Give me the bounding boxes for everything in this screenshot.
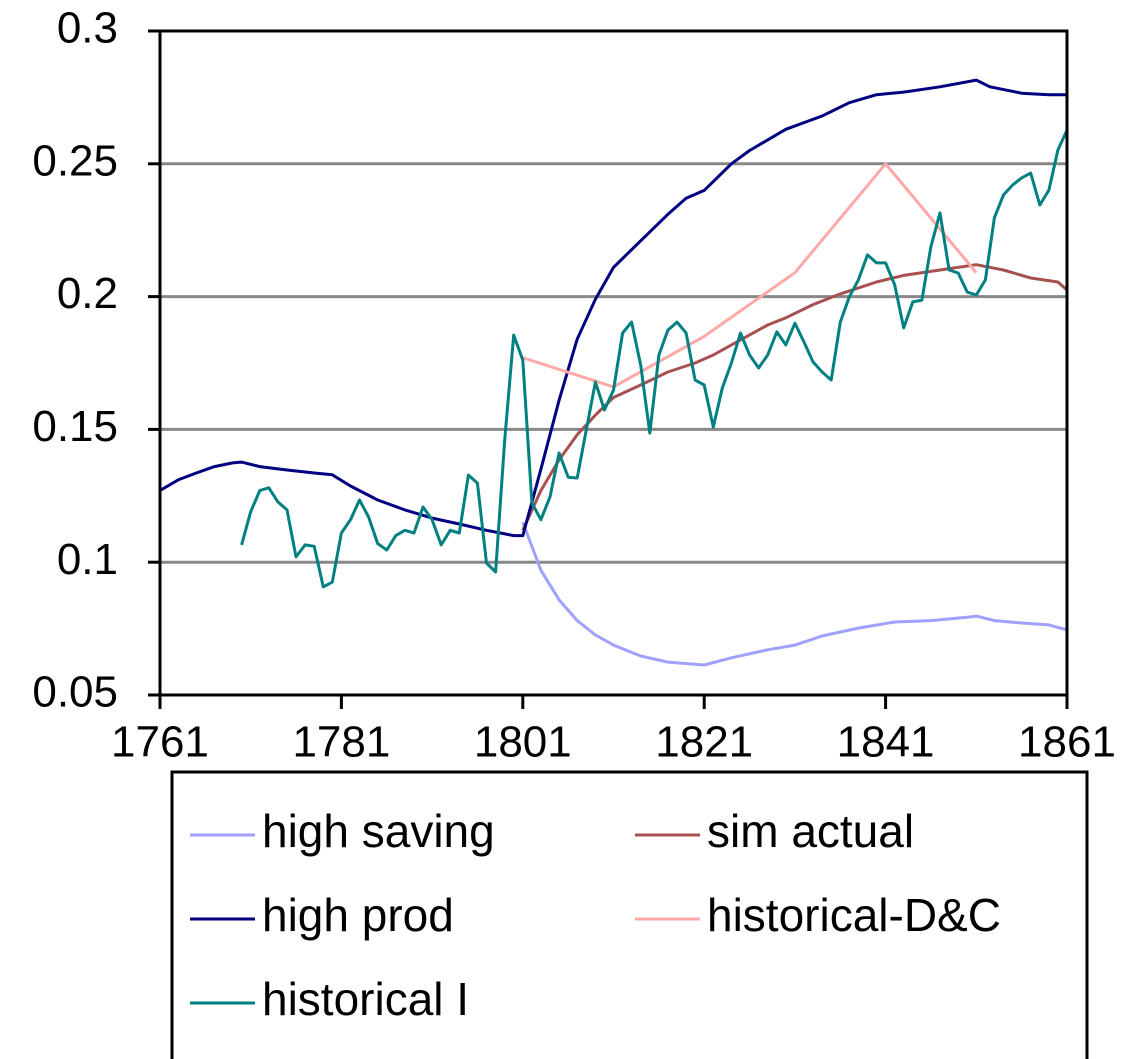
y-tick-label: 0.3	[57, 4, 118, 53]
legend: high saving sim actual high prod historical…	[190, 805, 1001, 1025]
x-tick-label: 1821	[655, 718, 753, 767]
x-tick-label: 1801	[474, 718, 572, 767]
legend-label: sim actual	[707, 805, 914, 857]
series-line	[240, 129, 1069, 589]
ticks: 0.05 0.1 0.15 0.2 0.25 0.3 1761 1781 1801 1821 184…	[32, 4, 1116, 767]
grid	[160, 29, 1067, 697]
series-line	[521, 521, 1068, 667]
plot-frame	[158, 29, 1069, 697]
y-tick-label: 0.2	[57, 269, 118, 318]
y-tick-label: 0.15	[32, 402, 118, 451]
x-tick-label: 1841	[837, 718, 935, 767]
legend-label: historical-D&C	[707, 889, 1001, 941]
legend-label: historical I	[262, 973, 469, 1025]
y-tick-label: 0.1	[57, 535, 118, 584]
series-line	[159, 78, 1067, 538]
legend-box	[170, 770, 1089, 1059]
legend-label: high prod	[262, 889, 454, 941]
x-tick-label: 1861	[1018, 718, 1116, 767]
legend-label: high saving	[262, 805, 495, 857]
y-tick-label: 0.25	[32, 136, 118, 185]
series-line	[522, 162, 978, 389]
plot-lines	[159, 78, 1069, 667]
x-tick-label: 1761	[111, 718, 209, 767]
series-line	[521, 263, 1068, 531]
y-tick-label: 0.05	[32, 668, 118, 717]
x-tick-label: 1781	[292, 718, 390, 767]
